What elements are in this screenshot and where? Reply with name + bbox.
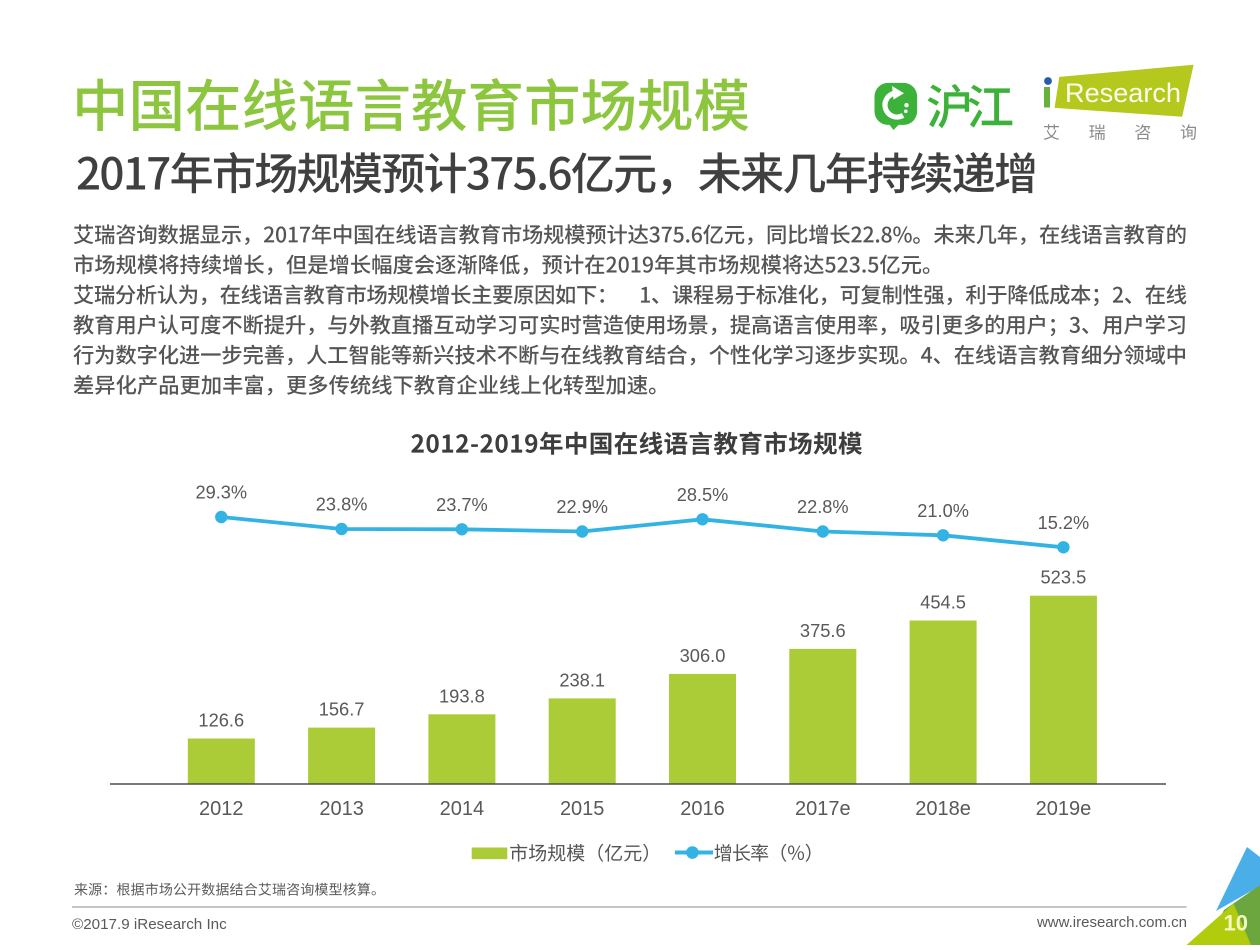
svg-text:22.9%: 22.9% xyxy=(556,497,608,517)
svg-text:2013: 2013 xyxy=(319,798,364,820)
svg-text:10: 10 xyxy=(1224,911,1248,936)
svg-text:126.6: 126.6 xyxy=(198,710,244,731)
svg-text:523.5: 523.5 xyxy=(1041,567,1087,588)
svg-text:21.0%: 21.0% xyxy=(917,501,969,521)
svg-text:2014: 2014 xyxy=(440,798,485,820)
svg-text:22.8%: 22.8% xyxy=(797,497,849,517)
svg-text:2018e: 2018e xyxy=(915,798,971,820)
svg-text:15.2%: 15.2% xyxy=(1038,513,1090,533)
svg-text:2012: 2012 xyxy=(199,798,244,820)
svg-text:Research: Research xyxy=(1065,78,1181,108)
svg-text:2016: 2016 xyxy=(680,798,725,820)
svg-text:193.8: 193.8 xyxy=(439,685,485,706)
svg-text:23.7%: 23.7% xyxy=(436,495,488,515)
svg-text:2019e: 2019e xyxy=(1036,798,1092,820)
svg-text:29.3%: 29.3% xyxy=(196,483,248,503)
svg-text:375.6: 375.6 xyxy=(800,620,846,641)
svg-text:2017e: 2017e xyxy=(795,798,851,820)
svg-text:28.5%: 28.5% xyxy=(677,485,729,505)
svg-text:306.0: 306.0 xyxy=(680,645,726,666)
svg-text:454.5: 454.5 xyxy=(920,592,966,613)
svg-text:238.1: 238.1 xyxy=(559,669,605,690)
svg-text:©2017.9 iResearch Inc: ©2017.9 iResearch Inc xyxy=(72,916,227,933)
svg-text:www.iresearch.com.cn: www.iresearch.com.cn xyxy=(1036,914,1187,931)
svg-text:156.7: 156.7 xyxy=(319,699,365,720)
svg-text:23.8%: 23.8% xyxy=(316,495,368,515)
svg-text:2015: 2015 xyxy=(560,798,605,820)
